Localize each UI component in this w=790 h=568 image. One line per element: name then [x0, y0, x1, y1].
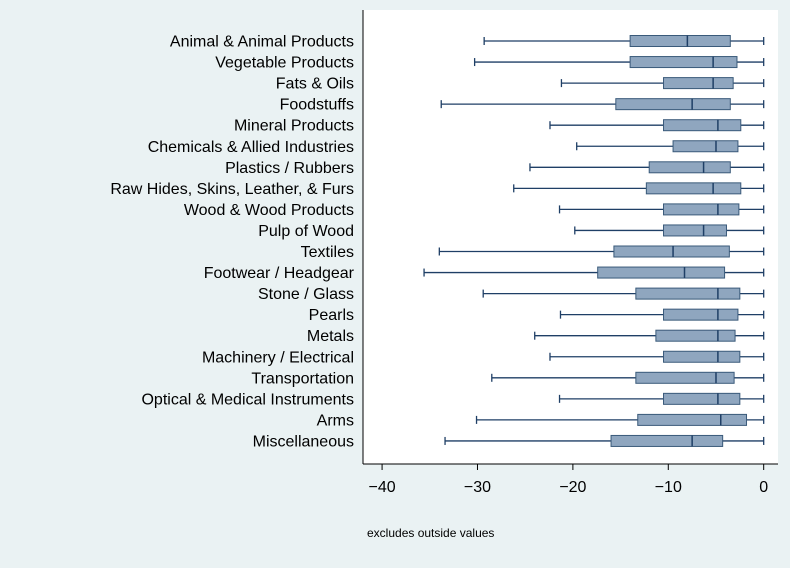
category-label: Plastics / Rubbers — [225, 160, 354, 177]
iqr-box — [635, 287, 741, 300]
box-19 — [444, 434, 765, 447]
box-4 — [549, 119, 765, 132]
category-labels: Animal & Animal Products Vegetable Produc… — [110, 34, 354, 451]
category-label: Pearls — [309, 307, 354, 324]
iqr-box — [645, 182, 742, 195]
iqr-box — [629, 35, 731, 47]
iqr-box — [663, 308, 739, 321]
iqr-box — [663, 392, 741, 405]
box-7 — [513, 182, 765, 195]
box-11 — [423, 266, 765, 279]
box-18 — [475, 413, 765, 426]
category-label: Arms — [317, 412, 354, 429]
box-6 — [529, 161, 765, 174]
category-label: Stone / Glass — [258, 286, 354, 303]
category-label: Footwear / Headgear — [204, 265, 355, 282]
box-1 — [473, 56, 765, 69]
category-label: Pulp of Wood — [258, 223, 354, 240]
category-label: Fats & Oils — [276, 76, 354, 93]
x-tick-label: −10 — [655, 479, 682, 496]
category-label: Optical & Medical Instruments — [141, 391, 354, 408]
box-10 — [438, 245, 765, 258]
box-9 — [574, 224, 765, 237]
iqr-box — [597, 266, 726, 279]
x-tick-label: −30 — [464, 479, 491, 496]
chart-note: excludes outside values — [367, 526, 494, 540]
iqr-box — [672, 140, 739, 153]
iqr-box — [648, 161, 731, 174]
x-tick-label: −20 — [559, 479, 586, 496]
iqr-box — [610, 434, 724, 447]
category-label: Vegetable Products — [215, 55, 354, 72]
x-tick-label: −40 — [369, 479, 396, 496]
boxes-layer — [423, 35, 765, 447]
iqr-box — [663, 224, 727, 237]
box-15 — [549, 350, 765, 363]
category-label: Wood & Wood Products — [184, 202, 354, 219]
x-tick-label: 0 — [759, 479, 768, 496]
category-label: Foodstuffs — [280, 97, 354, 114]
category-label: Animal & Animal Products — [170, 34, 354, 51]
box-3 — [440, 98, 765, 111]
iqr-box — [613, 245, 730, 258]
box-12 — [482, 287, 765, 300]
category-label: Metals — [307, 328, 354, 345]
category-label: Mineral Products — [234, 118, 354, 135]
iqr-box — [635, 371, 735, 384]
category-label: Miscellaneous — [253, 433, 354, 450]
iqr-box — [615, 98, 731, 111]
iqr-box — [637, 413, 748, 426]
box-13 — [559, 308, 765, 321]
iqr-box — [663, 203, 740, 216]
box-14 — [534, 329, 765, 342]
iqr-box — [655, 329, 736, 342]
category-label: Machinery / Electrical — [202, 349, 354, 366]
iqr-box — [663, 350, 741, 363]
category-label: Raw Hides, Skins, Leather, & Furs — [110, 181, 354, 198]
box-16 — [491, 371, 765, 384]
category-label: Textiles — [301, 244, 354, 261]
iqr-box — [663, 77, 734, 90]
box-17 — [558, 392, 765, 405]
box-5 — [576, 140, 765, 153]
iqr-box — [629, 56, 738, 69]
box-2 — [560, 77, 765, 90]
box-0 — [483, 35, 765, 47]
iqr-box — [663, 119, 742, 132]
box-8 — [558, 203, 765, 216]
category-label: Chemicals & Allied Industries — [148, 139, 354, 156]
x-axis: −40 −30 −20 −10 0 — [362, 10, 778, 496]
category-label: Transportation — [251, 370, 354, 387]
